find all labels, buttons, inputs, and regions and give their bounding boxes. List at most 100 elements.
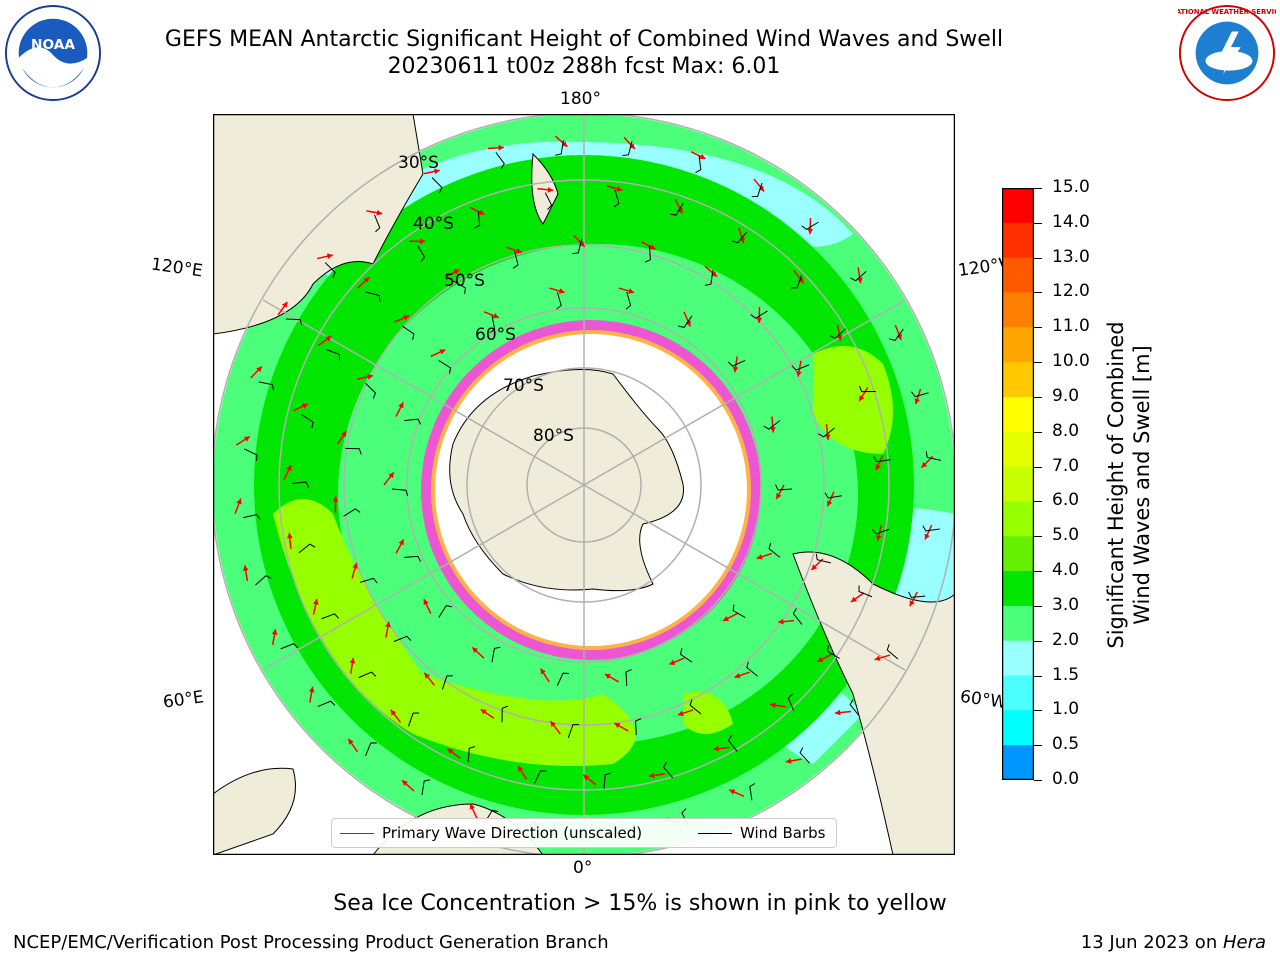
wave-arrow-head (722, 615, 729, 622)
africa-land (213, 767, 296, 855)
wave-arrow-head (472, 647, 479, 654)
wind-barb (669, 202, 684, 216)
legend-wind-label: Wind Barbs (740, 824, 826, 842)
wind-barb (925, 451, 941, 461)
wave-arrow-head (550, 721, 556, 728)
polar-map: 30°S 40°S 50°S 60°S 70°S 80°S (213, 114, 955, 855)
colorbar-segment (1002, 327, 1034, 363)
colorbar-tick-mark (1034, 396, 1042, 398)
wave-arrow-head (558, 288, 565, 294)
wind-barb (732, 231, 748, 244)
wind-barb (373, 214, 381, 233)
wave-arrow-head (367, 373, 374, 380)
wave-arrow-head (447, 748, 454, 755)
wave-arrow-head (628, 288, 635, 294)
wave-arrow-head (492, 313, 499, 319)
wind-barb (324, 262, 336, 279)
wind-barb (787, 693, 795, 712)
map-legend: Primary Wave Direction (unscaled) Wind B… (331, 818, 837, 848)
wind-barb (763, 420, 781, 430)
wave-arrow-head (286, 465, 292, 472)
wave-arrow-head (770, 702, 776, 709)
wind-barb (345, 447, 362, 455)
colorbar-segment (1002, 396, 1034, 433)
wind-barb (603, 772, 612, 789)
wave-arrow-head (271, 629, 278, 635)
lat-label-80s: 80°S (533, 426, 574, 446)
wind-barb (644, 245, 651, 263)
wave-arrow-head (713, 745, 719, 752)
colorbar-tick-mark (1034, 536, 1042, 538)
wind-barb (908, 591, 926, 598)
wind-barb (244, 448, 258, 462)
wind-barb (799, 747, 810, 764)
colorbar-segment (1002, 640, 1034, 677)
wave-arrow-head (402, 780, 408, 786)
colorbar-tick-label: 11.0 (1052, 316, 1090, 337)
colorbar-tick-label: 10.0 (1052, 351, 1090, 372)
colorbar-tick-label: 12.0 (1052, 281, 1090, 302)
colorbar-tick-mark (1034, 675, 1042, 677)
wind-barb (544, 192, 553, 210)
sea-ice-note: Sea Ice Concentration > 15% is shown in … (333, 891, 947, 916)
wave-arrow-head (376, 209, 383, 216)
wind-barb (850, 271, 867, 282)
wave-arrow-head (824, 434, 831, 440)
wind-barb (815, 553, 831, 564)
wind-barb (317, 700, 336, 708)
wind-barb (298, 543, 316, 554)
wave-arrow-head (390, 709, 397, 716)
wind-barb (291, 481, 310, 488)
wind-barb (343, 508, 361, 517)
wave-arrow-head (875, 535, 882, 541)
wave-arrow-head (583, 774, 590, 781)
wave-arrow-head (875, 464, 881, 471)
wind-barb (750, 310, 768, 319)
wind-barb (453, 280, 467, 294)
colorbar-tick-mark (1034, 466, 1042, 468)
nws-logo-text: NATIONAL WEATHER SERVICE (1178, 8, 1276, 16)
lon-label-60e: 60°E (161, 687, 206, 713)
colorbar-segment (1002, 466, 1034, 502)
wind-barb (613, 189, 620, 208)
wind-barb (818, 427, 835, 438)
legend-wave-label: Primary Wave Direction (unscaled) (382, 824, 643, 842)
wind-barb (404, 418, 422, 425)
wind-barb (826, 645, 840, 659)
wave-arrow-head (478, 209, 485, 215)
wind-barb (489, 315, 496, 334)
colorbar-tick-label: 9.0 (1052, 385, 1080, 406)
wind-barb (556, 291, 562, 310)
lat-label-60s: 60°S (475, 325, 516, 345)
wave-arrow-head (469, 803, 475, 810)
wind-barb (567, 724, 579, 739)
colorbar-label: Significant Height of Combined Wind Wave… (1103, 285, 1155, 685)
wave-arrow-head (769, 427, 776, 433)
wave-arrow-head (326, 253, 333, 259)
wave-arrow-head (874, 655, 881, 661)
wind-barb (829, 328, 846, 339)
wind-barb (438, 360, 452, 374)
wave-arrow-head (349, 657, 356, 664)
wave-arrow-head (859, 395, 865, 402)
lon-label-120e: 120°E (149, 254, 204, 282)
wind-barb (678, 315, 693, 328)
wind-barb (792, 608, 803, 625)
wind-barb (635, 718, 642, 736)
wave-arrow-head (363, 277, 370, 283)
wind-barb (749, 783, 756, 801)
wind-barb (359, 577, 378, 584)
wave-arrow-head (798, 277, 804, 284)
colorbar-tick-mark (1034, 710, 1042, 712)
wind-barb (775, 484, 793, 491)
wind-barb (438, 605, 453, 618)
wind-barb (421, 779, 431, 795)
wave-arrow-head (677, 207, 683, 214)
wind-barb (512, 251, 519, 269)
wave-arrow-head (498, 144, 504, 151)
wave-arrow-head (434, 168, 440, 175)
wave-arrow-head (286, 532, 293, 539)
colorbar-tick-label: 1.0 (1052, 699, 1080, 720)
wind-barb (751, 182, 763, 198)
colorbar-tick-label: 0.0 (1052, 769, 1080, 789)
